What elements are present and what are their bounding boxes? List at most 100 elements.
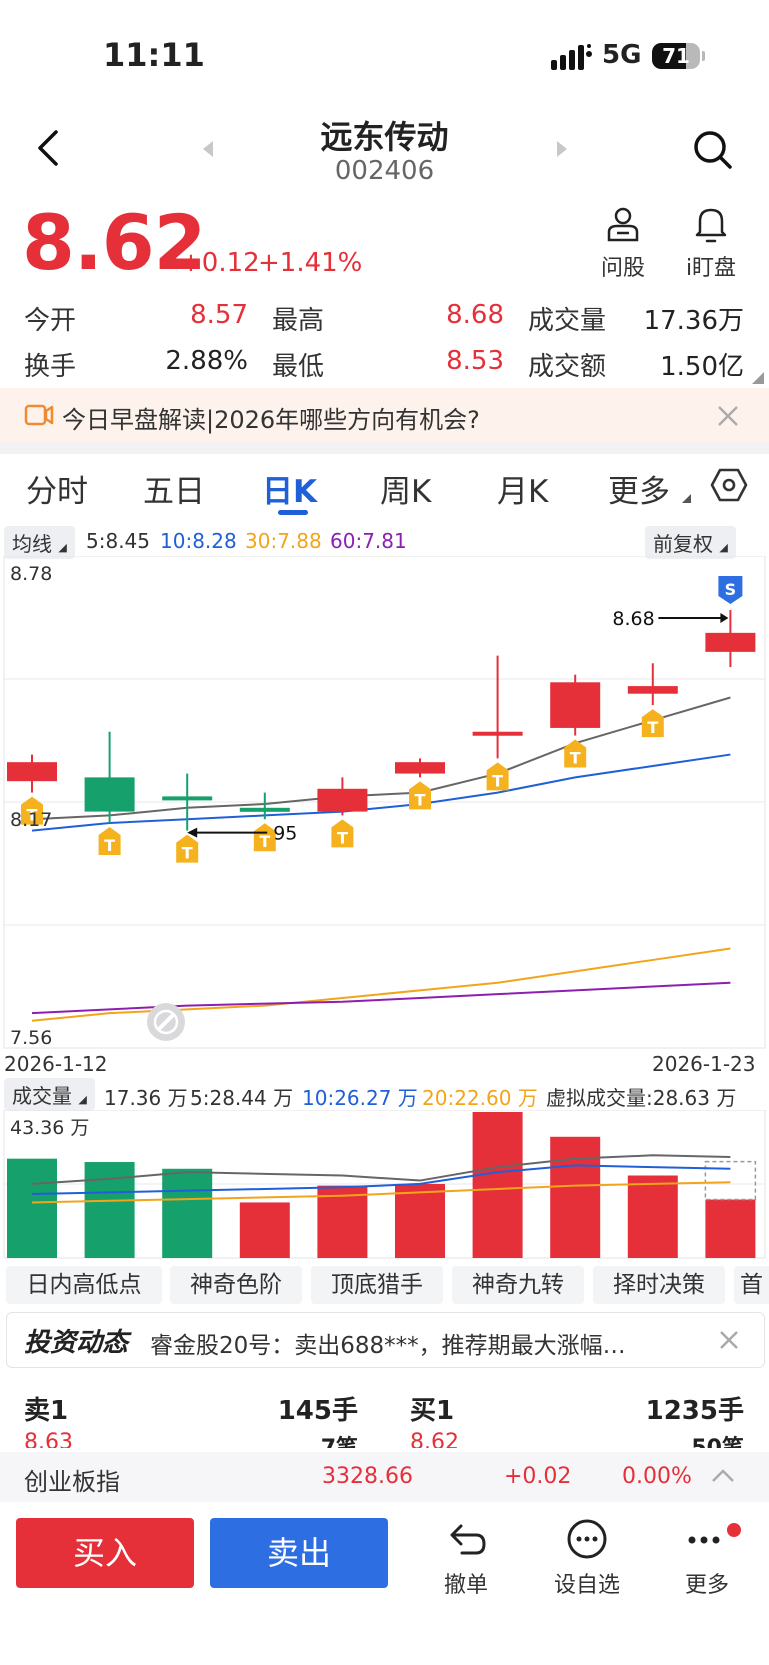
undo-icon[interactable] xyxy=(444,1519,488,1559)
status-time: 11:11 xyxy=(103,36,205,74)
current-price: 8.62 xyxy=(22,198,207,287)
virtual-volume: 虚拟成交量:28.63 万 xyxy=(546,1086,737,1110)
volume-ma-line-1 xyxy=(31,1164,731,1196)
ask-stock-label[interactable]: 问股 xyxy=(600,256,645,281)
volume-ma20: 20:22.60 万 xyxy=(422,1086,538,1110)
tab-monthly-k[interactable]: 月K xyxy=(497,474,549,510)
adjust-selector-label: 前复权 xyxy=(653,532,713,556)
ma30-value: 30:7.88 xyxy=(245,529,322,553)
volume-selector-label: 成交量 xyxy=(12,1084,72,1108)
volume-bar xyxy=(395,1183,445,1258)
back-icon[interactable] xyxy=(34,128,64,168)
t-marker-letter: T xyxy=(415,790,426,809)
volume-bar xyxy=(162,1168,213,1258)
tab-five-day[interactable]: 五日 xyxy=(143,474,205,510)
settings-hexagon-icon[interactable] xyxy=(710,466,748,504)
volume-bar xyxy=(317,1185,368,1258)
tool-color-scale[interactable]: 神奇色阶 xyxy=(170,1266,302,1304)
expand-corner-icon[interactable] xyxy=(752,372,764,384)
candle-body xyxy=(317,788,368,812)
news-banner[interactable] xyxy=(0,388,769,442)
battery-icon: 71 xyxy=(652,43,700,69)
active-tab-indicator xyxy=(278,510,308,515)
section-divider xyxy=(0,442,769,454)
buy1-price: 8.62 xyxy=(410,1430,459,1448)
volume-chart[interactable]: 43.36 万 xyxy=(0,1110,769,1260)
tool-nine-turns[interactable]: 神奇九转 xyxy=(452,1266,584,1304)
volume-selector-arrow-icon: ◢ xyxy=(78,1093,87,1106)
high-value: 8.68 xyxy=(446,300,504,330)
volume-selector[interactable]: 成交量 ◢ xyxy=(4,1078,95,1111)
volume-ma5: 5:28.44 万 xyxy=(190,1086,294,1110)
min-price-label: 95 xyxy=(273,823,297,845)
t-marker-letter: T xyxy=(337,828,348,847)
candle-body xyxy=(472,731,523,736)
add-watchlist-icon[interactable] xyxy=(566,1518,608,1560)
ma60-value: 60:7.81 xyxy=(330,529,407,553)
ma-selector[interactable]: 均线 ◢ xyxy=(4,526,75,559)
close-icon[interactable] xyxy=(716,404,740,428)
stock-code: 002406 xyxy=(334,156,435,186)
investment-dynamics-text[interactable]: 睿金股20号：卖出688***，推荐期最大涨幅… xyxy=(150,1333,626,1359)
s-marker-shape xyxy=(718,576,743,605)
t-marker-shape xyxy=(253,823,276,852)
buy-signal-marker: T xyxy=(331,819,354,848)
sell1-count: 7笔 xyxy=(240,1430,358,1448)
volume-value: 17.36万 xyxy=(643,306,744,336)
stock-name: 远东传动 xyxy=(320,118,449,156)
prev-stock-icon[interactable] xyxy=(201,140,215,158)
more-icon[interactable] xyxy=(684,1520,748,1554)
order-book[interactable]: 卖1 145手 买1 1235手 8.63 7笔 8.62 50笔 xyxy=(0,1378,769,1448)
ma5-value: 5:8.45 xyxy=(86,529,150,553)
volume-bar xyxy=(7,1158,57,1258)
buy-button[interactable]: 买入 xyxy=(16,1518,194,1588)
tab-daily-k[interactable]: 日K xyxy=(262,474,318,510)
buy1-qty: 1235手 xyxy=(645,1396,744,1426)
chevron-up-icon[interactable] xyxy=(710,1468,736,1484)
draw-tool-icon[interactable] xyxy=(147,1003,185,1041)
watch-label[interactable]: i盯盘 xyxy=(685,256,737,281)
kline-chart[interactable]: T T T T T T T T T S 8.78 8.17 7.56 8.68 95 xyxy=(0,556,769,1052)
ma-line-1 xyxy=(31,753,731,832)
next-stock-icon[interactable] xyxy=(555,140,569,158)
s-marker-letter: S xyxy=(725,580,737,599)
y-axis-top-label: 8.78 xyxy=(10,563,52,585)
signal-icon xyxy=(551,44,592,70)
max-arrow-head xyxy=(720,613,729,624)
t-marker-letter: T xyxy=(647,718,658,737)
tool-partial-next[interactable]: 首 xyxy=(734,1266,769,1304)
tool-timing-decision[interactable]: 择时决策 xyxy=(593,1266,725,1304)
sell-signal-marker: S xyxy=(718,576,743,605)
t-marker-shape xyxy=(176,834,199,863)
tab-intraday[interactable]: 分时 xyxy=(26,474,88,510)
candle-body xyxy=(705,632,756,652)
tab-weekly-k[interactable]: 周K xyxy=(380,474,432,510)
bell-icon[interactable] xyxy=(694,206,728,244)
tab-more[interactable]: 更多 xyxy=(608,474,670,510)
candle-body xyxy=(627,686,678,694)
investment-dynamics-bar[interactable] xyxy=(6,1312,765,1368)
dynamics-close-icon[interactable] xyxy=(718,1329,740,1351)
network-type: 5G xyxy=(602,40,642,70)
ma10-value: 10:8.28 xyxy=(160,529,237,553)
buy-signal-marker: T xyxy=(409,781,431,810)
max-price-label: 8.68 xyxy=(612,608,654,630)
t-marker-shape xyxy=(331,819,354,848)
index-ticker[interactable]: 创业板指 3328.66 +0.02 0.00% xyxy=(0,1452,769,1502)
y-axis-bottom-label: 7.56 xyxy=(10,1027,52,1049)
t-marker-letter: T xyxy=(492,771,503,790)
buy-signal-marker: T xyxy=(21,796,43,825)
tool-top-bottom-hunter[interactable]: 顶底猎手 xyxy=(311,1266,443,1304)
news-banner-text[interactable]: 今日早盘解读|2026年哪些方向有机会? xyxy=(62,406,480,434)
add-watchlist-label[interactable]: 设自选 xyxy=(553,1573,620,1598)
ask-stock-icon[interactable] xyxy=(605,206,641,244)
search-icon[interactable] xyxy=(691,128,735,172)
sell-button[interactable]: 卖出 xyxy=(210,1518,388,1588)
ma-line-0 xyxy=(31,696,731,821)
more-label[interactable]: 更多 xyxy=(684,1573,729,1598)
buy-signal-marker: T xyxy=(486,762,509,791)
sell1-price: 8.63 xyxy=(24,1430,73,1448)
undo-label[interactable]: 撤单 xyxy=(443,1573,488,1598)
adjust-selector[interactable]: 前复权 ◢ xyxy=(645,526,736,559)
tool-intraday-highlow[interactable]: 日内高低点 xyxy=(6,1266,162,1304)
